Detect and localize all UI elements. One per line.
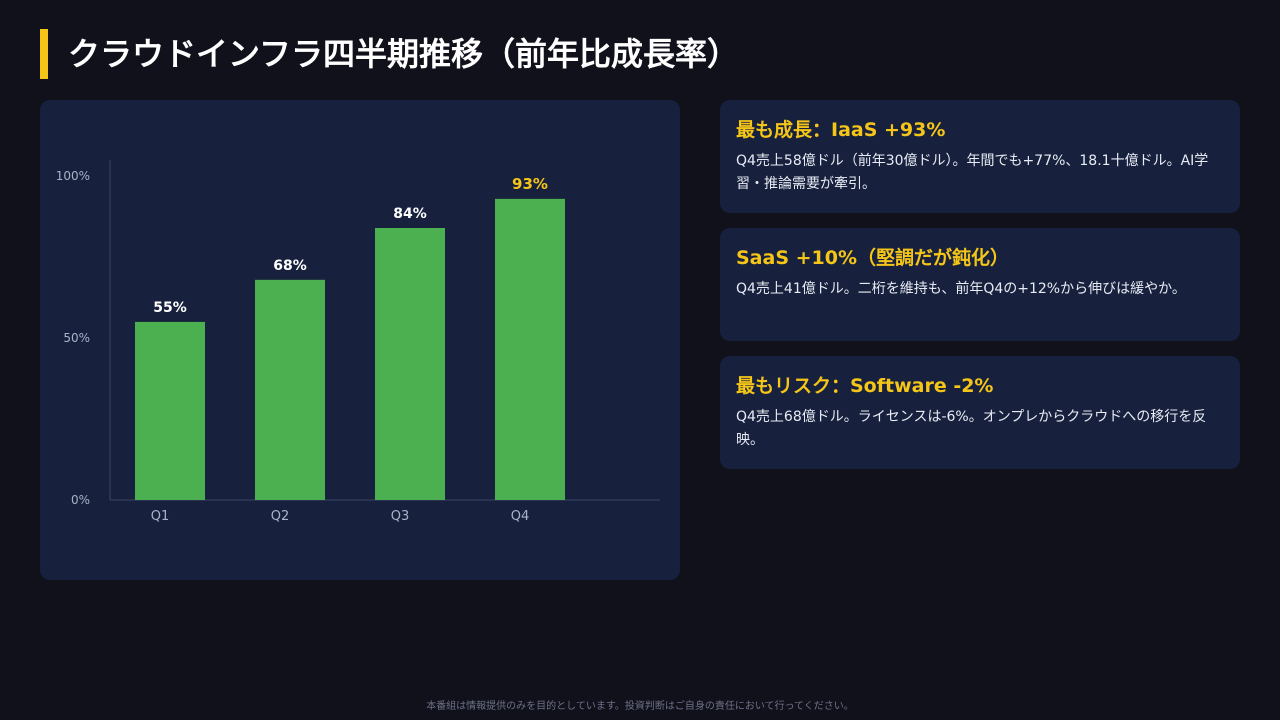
- y-tick-label: 50%: [63, 331, 90, 345]
- card-body: Q4売上68億ドル。ライセンスは-6%。オンプレからクラウドへの移行を反映。: [736, 409, 1207, 448]
- bar-value-label: 93%: [512, 175, 548, 193]
- title-accent-bar: [40, 29, 48, 79]
- insight-card-software: 最もリスク：Software -2% Q4売上68億ドル。ライセンスは-6%。オ…: [720, 356, 1240, 469]
- insight-card-saas: SaaS +10%（堅調だが鈍化） Q4売上41億ドル。二桁を維持も、前年Q4の…: [720, 228, 1240, 341]
- y-tick-label: 100%: [56, 169, 90, 183]
- page-title: クラウドインフラ四半期推移（前年比成長率）: [68, 35, 740, 73]
- y-tick-label: 0%: [71, 493, 90, 507]
- insight-cards: 最も成長：IaaS +93% Q4売上58億ドル（前年30億ドル）。年間でも+7…: [720, 100, 1240, 484]
- bar-q1: [135, 321, 205, 500]
- card-title: SaaS +10%（堅調だが鈍化）: [736, 247, 1010, 269]
- x-tick-label: Q3: [391, 509, 410, 524]
- x-tick-label: Q2: [271, 509, 290, 524]
- x-tick-label: Q4: [511, 509, 530, 524]
- bar-value-label: 55%: [153, 300, 187, 316]
- chart-panel: 0% 50% 100% 55% Q1 68% Q2 84% Q3 93% Q4: [40, 100, 680, 580]
- disclaimer-footer: 本番組は情報提供のみを目的としています。投資判断はご自身の責任において行ってくだ…: [426, 701, 854, 712]
- insight-card-iaas: 最も成長：IaaS +93% Q4売上58億ドル（前年30億ドル）。年間でも+7…: [720, 100, 1240, 213]
- card-body: Q4売上41億ドル。二桁を維持も、前年Q4の+12%から伸びは緩やか。: [736, 281, 1186, 297]
- bar-q4: [495, 198, 565, 500]
- bar-q2: [255, 279, 325, 500]
- bar-value-label: 68%: [273, 258, 307, 274]
- card-title: 最もリスク：Software -2%: [736, 375, 994, 397]
- bar-chart: 0% 50% 100% 55% Q1 68% Q2 84% Q3 93% Q4: [56, 160, 660, 524]
- x-tick-label: Q1: [151, 509, 170, 524]
- card-title: 最も成長：IaaS +93%: [736, 119, 946, 141]
- bar-value-label: 84%: [393, 206, 427, 222]
- bar-q3: [375, 228, 445, 500]
- card-body: Q4売上58億ドル（前年30億ドル）。年間でも+77%、18.1十億ドル。AI学…: [736, 153, 1209, 192]
